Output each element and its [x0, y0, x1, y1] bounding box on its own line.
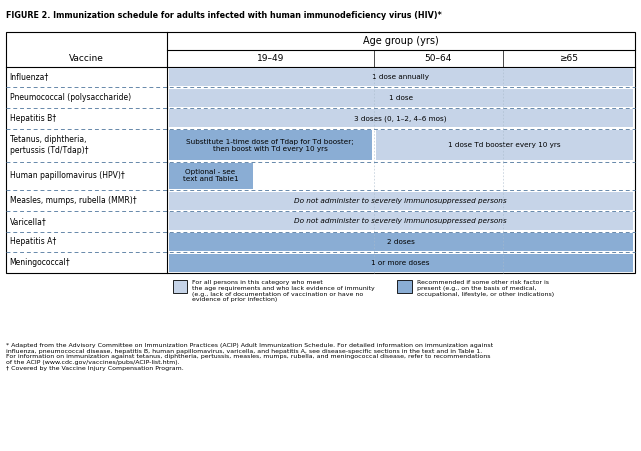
Text: * Adapted from the Advisory Committee on Immunization Practices (ACIP) Adult Imm: * Adapted from the Advisory Committee on… [6, 343, 494, 371]
Text: Meningococcal†: Meningococcal† [10, 258, 71, 267]
Bar [169, 192, 633, 210]
Text: Measles, mumps, rubella (MMR)†: Measles, mumps, rubella (MMR)† [10, 196, 137, 205]
Text: 50–64: 50–64 [424, 54, 452, 63]
Bar [169, 89, 633, 106]
Text: Recommended if some other risk factor is
present (e.g., on the basis of medical,: Recommended if some other risk factor is… [417, 280, 554, 297]
Text: Influenza†: Influenza† [10, 73, 49, 82]
Text: Hepatitis A†: Hepatitis A† [10, 237, 56, 246]
Bar [169, 109, 633, 127]
Text: Age group (yrs): Age group (yrs) [363, 36, 438, 46]
Text: Vaccine: Vaccine [69, 54, 104, 63]
Text: 3 doses (0, 1–2, 4–6 mos): 3 doses (0, 1–2, 4–6 mos) [354, 115, 447, 121]
Text: 1 dose: 1 dose [388, 95, 413, 101]
Text: Hepatitis B†: Hepatitis B† [10, 114, 56, 123]
Bar [376, 130, 633, 160]
Text: Pneumococcal (polysaccharide): Pneumococcal (polysaccharide) [10, 93, 131, 102]
Bar [169, 130, 372, 160]
Text: Human papillomavirus (HPV)†: Human papillomavirus (HPV)† [10, 171, 124, 180]
Text: 1 dose annually: 1 dose annually [372, 74, 429, 80]
Bar [397, 280, 412, 293]
Text: Do not administer to severely immunosuppressed persons: Do not administer to severely immunosupp… [294, 218, 507, 225]
Text: 19–49: 19–49 [256, 54, 284, 63]
Bar [169, 233, 633, 251]
Bar [169, 68, 633, 86]
Text: 2 doses: 2 doses [387, 239, 415, 245]
Bar [173, 280, 187, 293]
Text: ≥65: ≥65 [559, 54, 578, 63]
Text: Do not administer to severely immunosuppressed persons: Do not administer to severely immunosupp… [294, 198, 507, 204]
Text: For all persons in this category who meet
the age requirements and who lack evid: For all persons in this category who mee… [192, 280, 375, 303]
Text: 1 dose Td booster every 10 yrs: 1 dose Td booster every 10 yrs [448, 142, 561, 148]
Text: Optional - see
text and Table1: Optional - see text and Table1 [183, 170, 238, 183]
Text: 1 or more doses: 1 or more doses [371, 259, 430, 266]
Bar [6, 32, 635, 273]
Text: FIGURE 2. Immunization schedule for adults infected with human immunodeficiency : FIGURE 2. Immunization schedule for adul… [6, 11, 442, 20]
Text: Substitute 1-time dose of Tdap for Td booster;
then boost with Td every 10 yrs: Substitute 1-time dose of Tdap for Td bo… [187, 138, 354, 152]
Bar [169, 253, 633, 272]
Bar [169, 212, 633, 230]
Text: Varicella†: Varicella† [10, 217, 46, 226]
Text: Tetanus, diphtheria,
pertussis (Td/Tdap)†: Tetanus, diphtheria, pertussis (Td/Tdap)… [10, 135, 88, 155]
Bar [169, 163, 253, 189]
